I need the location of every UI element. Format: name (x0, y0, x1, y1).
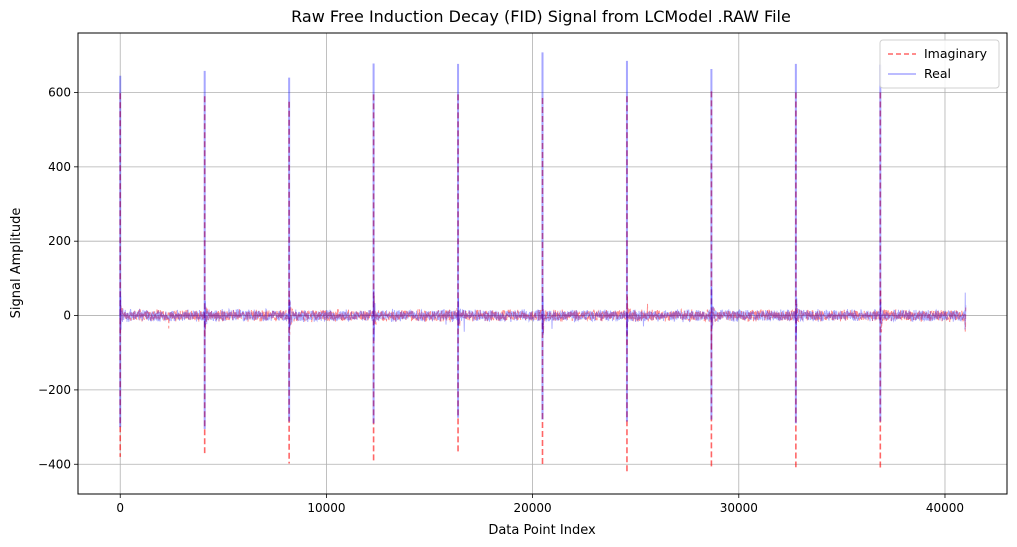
legend-label-real: Real (924, 66, 951, 81)
x-axis-label: Data Point Index (488, 523, 596, 538)
series-noise-real (119, 287, 967, 341)
y-tick-label: 400 (48, 160, 71, 174)
y-tick-label: 0 (63, 309, 71, 323)
y-tick-label: −400 (38, 457, 71, 471)
x-tick-label: 20000 (514, 501, 552, 515)
plot-area (77, 32, 1008, 495)
y-tick-label: 200 (48, 234, 71, 248)
y-axis: −400 −200 0 200 400 600 (38, 85, 78, 471)
legend: Imaginary Real (879, 39, 1000, 89)
series-layer (119, 52, 967, 474)
y-tick-label: 600 (48, 85, 71, 99)
x-tick-label: 0 (116, 501, 124, 515)
legend-label-imaginary: Imaginary (924, 46, 988, 61)
y-tick-label: −200 (38, 383, 71, 397)
x-tick-label: 10000 (307, 501, 345, 515)
plot-frame (77, 32, 1008, 495)
series-real (119, 52, 967, 429)
series-imaginary (119, 91, 967, 474)
y-axis-label: Signal Amplitude (9, 208, 24, 319)
chart-title: Raw Free Induction Decay (FID) Signal fr… (291, 7, 791, 26)
legend-box (879, 39, 1000, 89)
x-axis: 0 10000 20000 30000 40000 (116, 494, 964, 515)
x-tick-label: 40000 (926, 501, 964, 515)
x-tick-label: 30000 (720, 501, 758, 515)
